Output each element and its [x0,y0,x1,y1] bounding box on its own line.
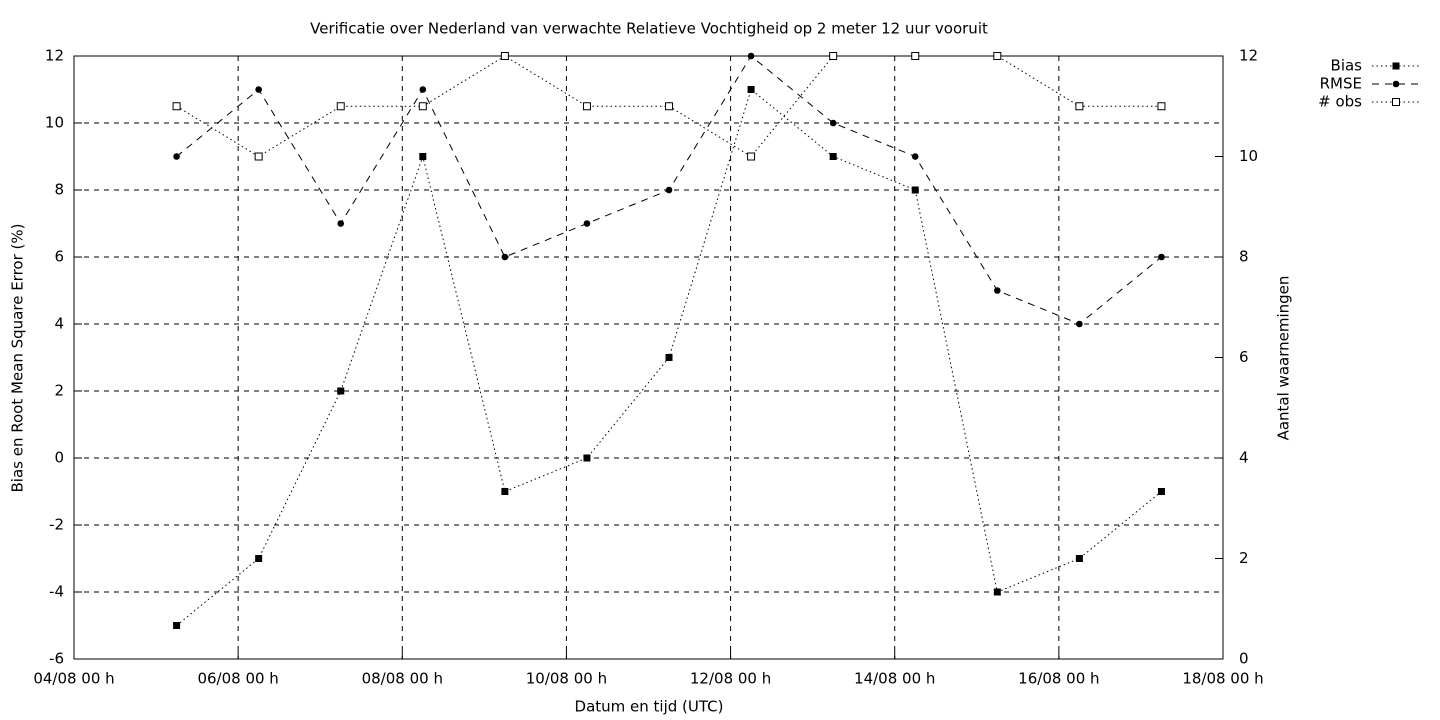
marker [829,153,837,160]
marker [747,152,756,161]
marker [665,186,673,194]
marker [1075,555,1083,562]
marker [255,86,262,93]
x-tick-label: 18/08 00 h [1182,670,1263,688]
marker [172,102,181,111]
marker [500,52,509,60]
legend-label: RMSE [1320,75,1362,93]
y-tick-label: 10 [45,114,64,132]
legend-label: Bias [1331,57,1363,75]
marker [582,102,591,111]
y2-tick-label: 8 [1239,248,1249,266]
x-tick-label: 14/08 00 h [854,670,935,688]
marker [419,86,427,93]
x-tick-label: 04/08 00 h [33,670,114,688]
y2-tick-label: 2 [1239,549,1249,567]
marker [665,102,674,111]
marker [583,220,591,227]
chart-title: Verificatie over Nederland van verwachte… [310,20,988,38]
y-tick-label: -2 [49,516,64,534]
marker [501,253,509,261]
marker [255,555,263,562]
y-tick-label: -4 [49,583,64,601]
marker [419,153,427,160]
y-tick-label: 4 [54,315,64,333]
plot-frame [73,55,1224,660]
marker [911,153,919,160]
x-tick-label: 06/08 00 h [197,670,278,688]
marker [337,387,345,395]
marker [1076,320,1083,328]
y-tick-label: 6 [54,248,64,266]
x-tick-label: 08/08 00 h [362,670,443,688]
marker [583,454,591,462]
marker [1075,102,1084,111]
marker [911,52,920,60]
marker [994,287,1001,294]
marker [337,220,345,227]
marker [1157,102,1166,111]
y2-tick-label: 4 [1239,449,1249,467]
marker [747,52,755,60]
marker [336,102,345,111]
x-tick-label: 10/08 00 h [526,670,607,688]
legend-marker [1392,80,1400,88]
y-axis-label: Bias en Root Mean Square Error (%) [9,224,27,493]
y-tick-label: 8 [54,181,64,199]
legend-label: # obs [1318,93,1362,111]
y2-tick-label: 0 [1239,650,1249,668]
marker [829,52,838,60]
marker [665,354,673,361]
marker [993,52,1002,60]
marker [173,622,181,629]
legend-marker [1392,62,1400,70]
y2-axis-label: Aantal waarnemingen [1275,276,1293,441]
marker [829,119,837,127]
y2-tick-label: 12 [1239,47,1258,65]
y-tick-label: 2 [54,382,64,400]
marker [747,86,755,93]
legend-marker [1392,98,1400,106]
marker [1157,488,1165,495]
x-tick-label: 12/08 00 h [690,670,771,688]
x-axis-label: Datum en tijd (UTC) [575,698,724,716]
y2-tick-label: 6 [1239,348,1249,366]
marker [418,102,427,111]
marker [501,488,509,495]
marker [993,588,1001,596]
marker [911,186,919,194]
y2-tick-label: 10 [1239,147,1258,165]
y-tick-label: -6 [49,650,64,668]
y-tick-label: 0 [54,449,64,467]
marker [1158,253,1165,261]
marker [254,152,263,161]
y-tick-label: 12 [45,47,64,65]
marker [173,153,180,160]
x-tick-label: 16/08 00 h [1018,670,1099,688]
